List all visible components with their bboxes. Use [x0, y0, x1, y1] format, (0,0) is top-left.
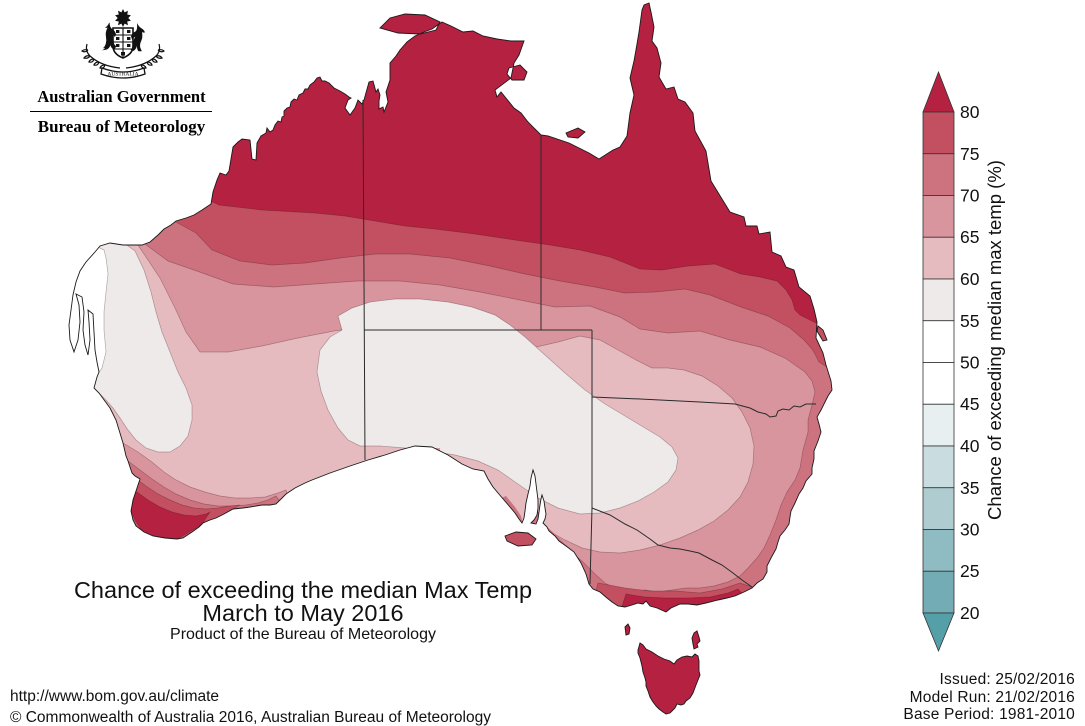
svg-text:70: 70 [960, 186, 980, 206]
svg-text:55: 55 [960, 311, 979, 331]
svg-text:Chance of exceeding median max: Chance of exceeding median max temp (%) [984, 160, 1005, 520]
svg-text:80: 80 [960, 102, 980, 122]
svg-text:65: 65 [960, 227, 979, 247]
svg-text:75: 75 [960, 144, 979, 164]
svg-text:45: 45 [960, 394, 979, 414]
svg-text:50: 50 [960, 353, 980, 373]
svg-text:25: 25 [960, 561, 979, 581]
svg-text:AUSTRALIA: AUSTRALIA [107, 72, 138, 78]
svg-text:40: 40 [960, 436, 980, 456]
svg-text:35: 35 [960, 478, 979, 498]
svg-text:20: 20 [960, 603, 980, 623]
svg-text:60: 60 [960, 269, 980, 289]
svg-text:30: 30 [960, 520, 980, 540]
